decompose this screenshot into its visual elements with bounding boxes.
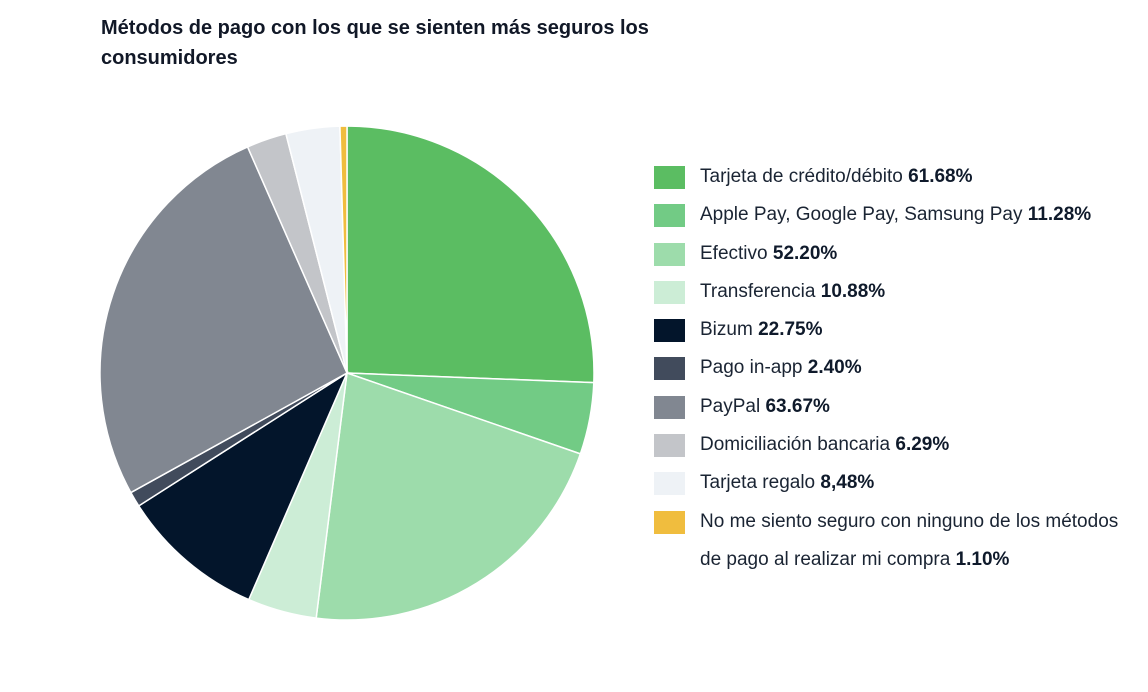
- legend-value: 63.67%: [765, 395, 830, 417]
- legend-item: PayPal 63.67%: [654, 388, 1140, 426]
- legend-label: Tarjeta regalo: [700, 472, 816, 494]
- legend-swatch: [654, 166, 685, 189]
- legend-value: 1.10%: [955, 548, 1010, 570]
- chart-title: Métodos de pago con los que se sienten m…: [101, 17, 649, 69]
- legend-item: Transferencia 10.88%: [654, 273, 1140, 311]
- legend-swatch: [654, 510, 685, 534]
- legend-value: 8,48%: [820, 472, 875, 494]
- legend-value: 2.40%: [807, 357, 862, 379]
- legend-swatch: [654, 434, 685, 458]
- legend-swatch: [654, 280, 685, 304]
- legend-value: 52.20%: [772, 242, 838, 264]
- legend-label: No me siento seguro con ninguno de los m…: [700, 510, 1119, 570]
- legend-label: Transferencia: [700, 280, 816, 302]
- pie-slice: [315, 371, 582, 621]
- legend-label: Domiciliación bancaria: [700, 434, 891, 456]
- legend-value: 6.29%: [895, 434, 950, 456]
- legend-value: 61.68%: [908, 166, 973, 187]
- pie-slice: [137, 371, 349, 601]
- legend-item: No me siento seguro con ninguno de los m…: [654, 503, 1140, 580]
- legend-item: Bizum 22.75%: [654, 311, 1140, 349]
- legend-item: Domiciliación bancaria 6.29%: [654, 426, 1140, 464]
- legend-value: 22.75%: [758, 319, 823, 341]
- legend-item: Apple Pay, Google Pay, Samsung Pay 11.28…: [654, 196, 1140, 234]
- legend-swatch: [654, 242, 685, 266]
- pie-chart: [99, 125, 595, 621]
- legend-item: Tarjeta de crédito/débito 61.68%: [654, 158, 1140, 196]
- legend-label: Apple Pay, Google Pay, Samsung Pay: [700, 204, 1023, 226]
- legend-swatch: [654, 319, 685, 343]
- legend-label: Efectivo: [700, 242, 768, 264]
- legend-label: Bizum: [700, 319, 753, 341]
- pie-slice: [339, 125, 348, 374]
- legend-item: Pago in-app 2.40%: [654, 349, 1140, 387]
- legend-value: 10.88%: [820, 280, 886, 302]
- legend-swatch: [654, 395, 685, 419]
- legend-swatch: [654, 204, 685, 228]
- legend-label: PayPal: [700, 395, 761, 417]
- legend-value: 11.28%: [1027, 204, 1092, 226]
- legend-item: Tarjeta regalo 8,48%: [654, 464, 1140, 502]
- legend-item: Efectivo 52.20%: [654, 235, 1140, 273]
- legend-label: Pago in-app: [700, 357, 803, 379]
- legend-label: Tarjeta de crédito/débito: [700, 166, 903, 187]
- chart-legend: Tarjeta de crédito/débito 61.68% Apple Pa…: [654, 158, 1140, 579]
- pie-slice: [346, 125, 595, 384]
- legend-swatch: [654, 357, 685, 381]
- legend-swatch: [654, 472, 685, 496]
